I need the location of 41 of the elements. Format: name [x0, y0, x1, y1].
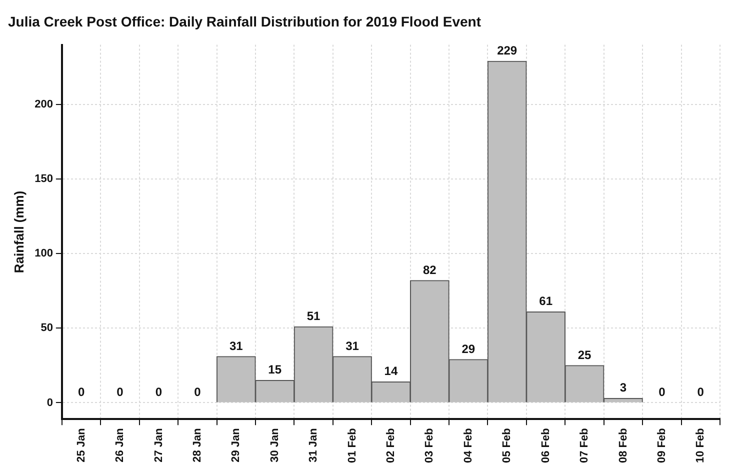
y-tick-label: 150: [34, 173, 53, 186]
x-tick-label: 01 Feb: [346, 428, 358, 464]
x-tick-label: 25 Jan: [75, 428, 88, 462]
x-tick-label: 06 Feb: [540, 428, 552, 464]
data-label: 0: [697, 385, 704, 400]
data-label: 14: [384, 364, 398, 378]
data-label: 0: [194, 385, 202, 400]
x-tick-label: 27 Jan: [152, 428, 165, 462]
x-tick-label: 10 Feb: [694, 428, 707, 464]
y-tick-label: 0: [46, 396, 53, 409]
data-label: 0: [155, 385, 162, 400]
x-tick-label: 07 Feb: [578, 428, 591, 464]
x-tick-label: 29 Jan: [230, 428, 242, 462]
chart-title: Julia Creek Post Office: Daily Rainfall Distribution for 2019 Flood Event: [8, 13, 482, 30]
data-label: 0: [116, 385, 124, 400]
data-label: 82: [423, 262, 437, 277]
data-label: 3: [620, 380, 627, 395]
data-label: 15: [268, 362, 282, 377]
y-tick-label: 200: [34, 98, 53, 110]
x-tick-label: 31 Jan: [308, 428, 320, 462]
data-label: 0: [78, 385, 85, 400]
data-label: 229: [497, 44, 518, 58]
x-tick-label: 05 Feb: [501, 428, 514, 464]
x-tick-label: 30 Jan: [268, 428, 281, 462]
x-tick-label: 03 Feb: [424, 428, 436, 464]
x-tick-label: 02 Feb: [385, 428, 398, 464]
data-label: 0: [658, 385, 666, 400]
x-tick-label: 28 Jan: [191, 428, 204, 462]
x-tick-label: 08 Feb: [617, 428, 630, 464]
y-tick-label: 50: [40, 322, 53, 334]
x-tick-label: 26 Jan: [114, 428, 126, 462]
data-label: 61: [539, 294, 553, 308]
y-tick-label: 100: [34, 248, 53, 260]
y-axis-title: Rainfall (mm): [11, 190, 26, 274]
data-label: 31: [229, 338, 244, 353]
data-label: 51: [306, 308, 321, 323]
data-label: 29: [462, 342, 476, 356]
x-tick-label: 09 Feb: [656, 428, 668, 464]
data-label: 25: [578, 348, 592, 362]
data-label: 31: [346, 338, 360, 353]
x-tick-label: 04 Feb: [462, 428, 474, 464]
